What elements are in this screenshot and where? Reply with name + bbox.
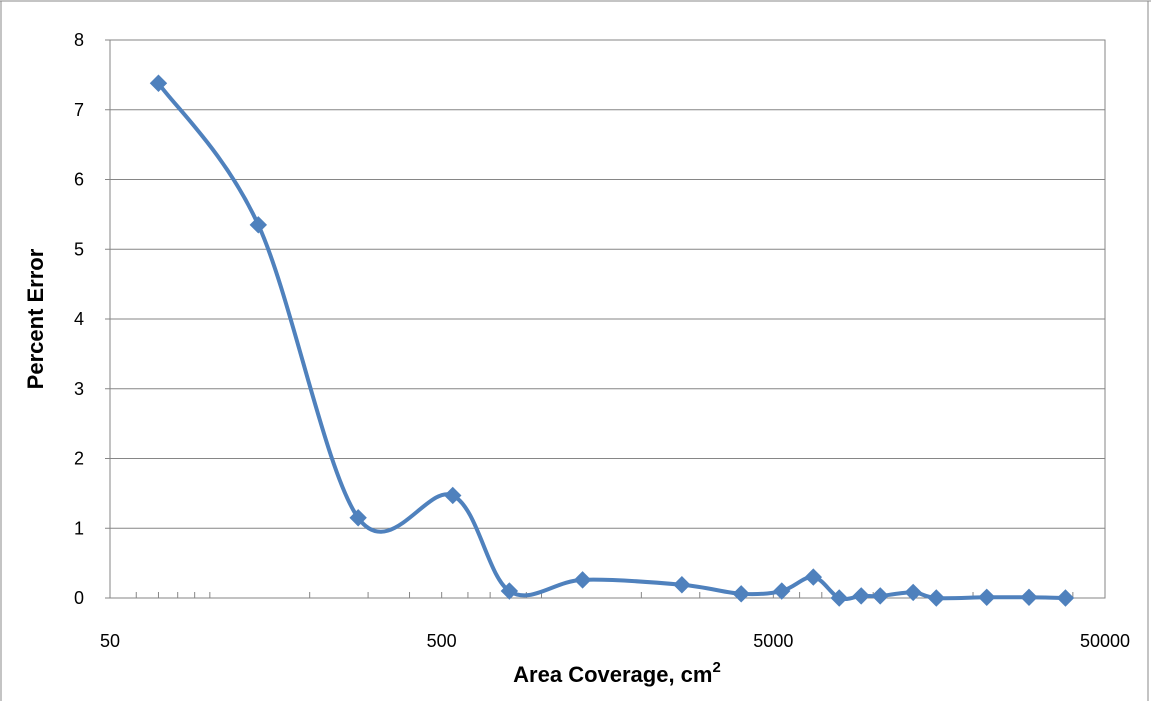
data-point-marker [249,216,268,234]
x-axis-title-text: Area Coverage, cm [513,662,712,687]
y-axis-title: Percent Error [23,248,48,389]
data-point-marker [673,576,691,594]
y-tick-label: 0 [74,588,84,608]
data-point-marker [927,589,946,607]
data-series [149,74,1075,607]
y-tick-label: 7 [74,100,84,120]
x-axis-tick-labels: 50 500 5000 50000 [100,631,1130,651]
data-point-marker [773,582,791,600]
y-tick-label: 6 [74,170,84,190]
data-point-marker [804,568,823,586]
x-tick-label: 500 [427,631,457,651]
data-point-marker [149,74,168,92]
y-tick-label: 4 [74,309,84,329]
data-point-marker [1020,588,1038,607]
x-tick-label: 50 [100,631,120,651]
gridlines [110,39,1105,529]
data-point-marker [871,587,889,605]
data-point-marker [1056,589,1075,607]
data-point-marker [732,585,750,603]
data-point-marker [978,588,996,607]
data-point-marker [852,587,870,605]
y-axis-tick-labels: 0 1 2 3 4 5 6 7 8 [74,30,110,608]
y-tick-label: 2 [74,449,84,469]
data-point-marker [500,582,519,600]
data-point-marker [444,486,462,505]
data-point-marker [904,583,922,602]
y-tick-label: 1 [74,518,84,538]
y-tick-label: 8 [74,30,84,50]
data-point-marker [573,571,592,589]
y-tick-label: 3 [74,379,84,399]
x-tick-label: 5000 [753,631,793,651]
x-tick-label: 50000 [1080,631,1130,651]
data-point-marker [349,509,367,527]
data-point-marker [830,589,848,607]
series-line [156,81,1068,602]
y-tick-label: 5 [74,239,84,259]
x-axis-title: Area Coverage, cm2 [513,659,721,687]
x-axis-title-superscript: 2 [712,659,720,676]
